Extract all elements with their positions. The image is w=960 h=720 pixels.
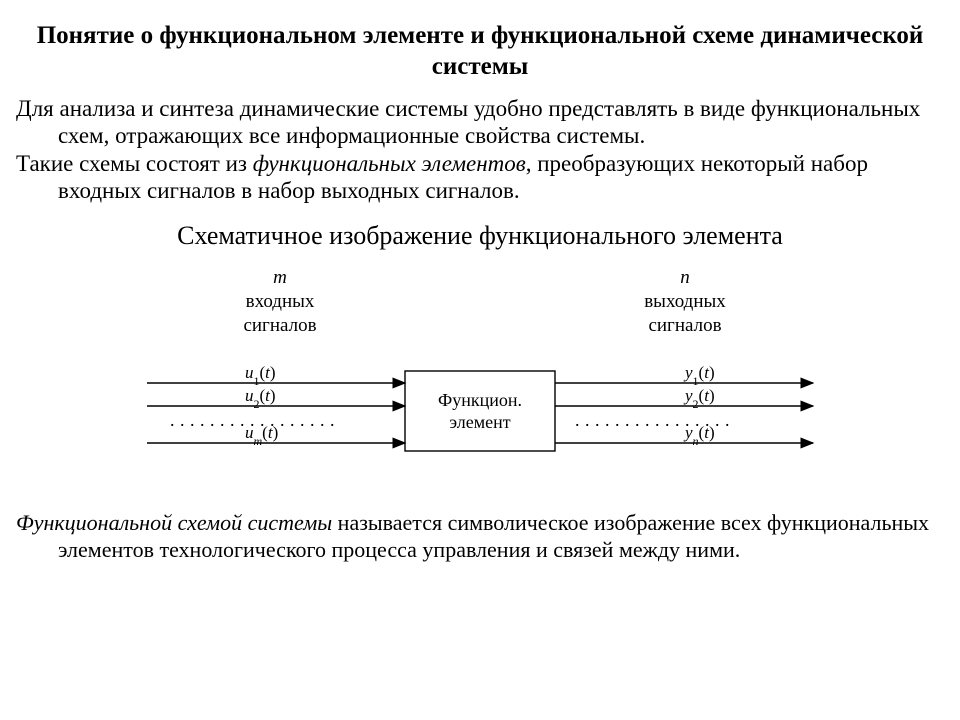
para1-line1: Для анализа и синтеза динамические систе… — [16, 96, 745, 121]
output-header-l1: выходных — [644, 291, 726, 312]
output-label-2: y2(t) — [683, 386, 715, 411]
input-header-l2: сигналов — [243, 315, 316, 336]
input-label-2: u2(t) — [245, 386, 276, 411]
paragraph-3: Функциональной схемой системы называется… — [16, 509, 944, 564]
input-count-var: m — [273, 267, 287, 288]
input-label-1: u1(t) — [245, 363, 276, 388]
function-block — [405, 371, 555, 451]
bottom-1a: называется символическое изображение все… — [332, 510, 761, 535]
output-count-var: n — [680, 267, 690, 288]
diagram-container: m входных сигналов n выходных сигналов Ф… — [16, 261, 944, 491]
box-label-1: Функцион. — [438, 390, 522, 410]
para2-l1b: , преобразующих некоторый — [526, 151, 805, 176]
bottom-italic: Функциональной схемой системы — [16, 510, 332, 535]
output-label-1: y1(t) — [683, 363, 715, 388]
box-label-2: элемент — [449, 412, 510, 432]
functional-element-diagram: m входных сигналов n выходных сигналов Ф… — [85, 261, 875, 491]
page-title: Понятие о функциональном элементе и функ… — [16, 20, 944, 83]
paragraph-1: Для анализа и синтеза динамические систе… — [16, 95, 944, 150]
paragraph-2: Такие схемы состоят из функциональных эл… — [16, 150, 944, 205]
diagram-subtitle: Схематичное изображение функционального … — [16, 221, 944, 251]
para2-italic: функциональных элементов — [253, 151, 526, 176]
bottom-3: между ними. — [619, 537, 740, 562]
dots-left: . . . . . . . . . . . . . . . . . — [170, 410, 335, 430]
para2-l1a: Такие схемы состоят из — [16, 151, 253, 176]
output-header-l2: сигналов — [648, 315, 721, 336]
input-header-l1: входных — [246, 291, 315, 312]
dots-right: . . . . . . . . . . . . . . . . — [575, 410, 730, 430]
